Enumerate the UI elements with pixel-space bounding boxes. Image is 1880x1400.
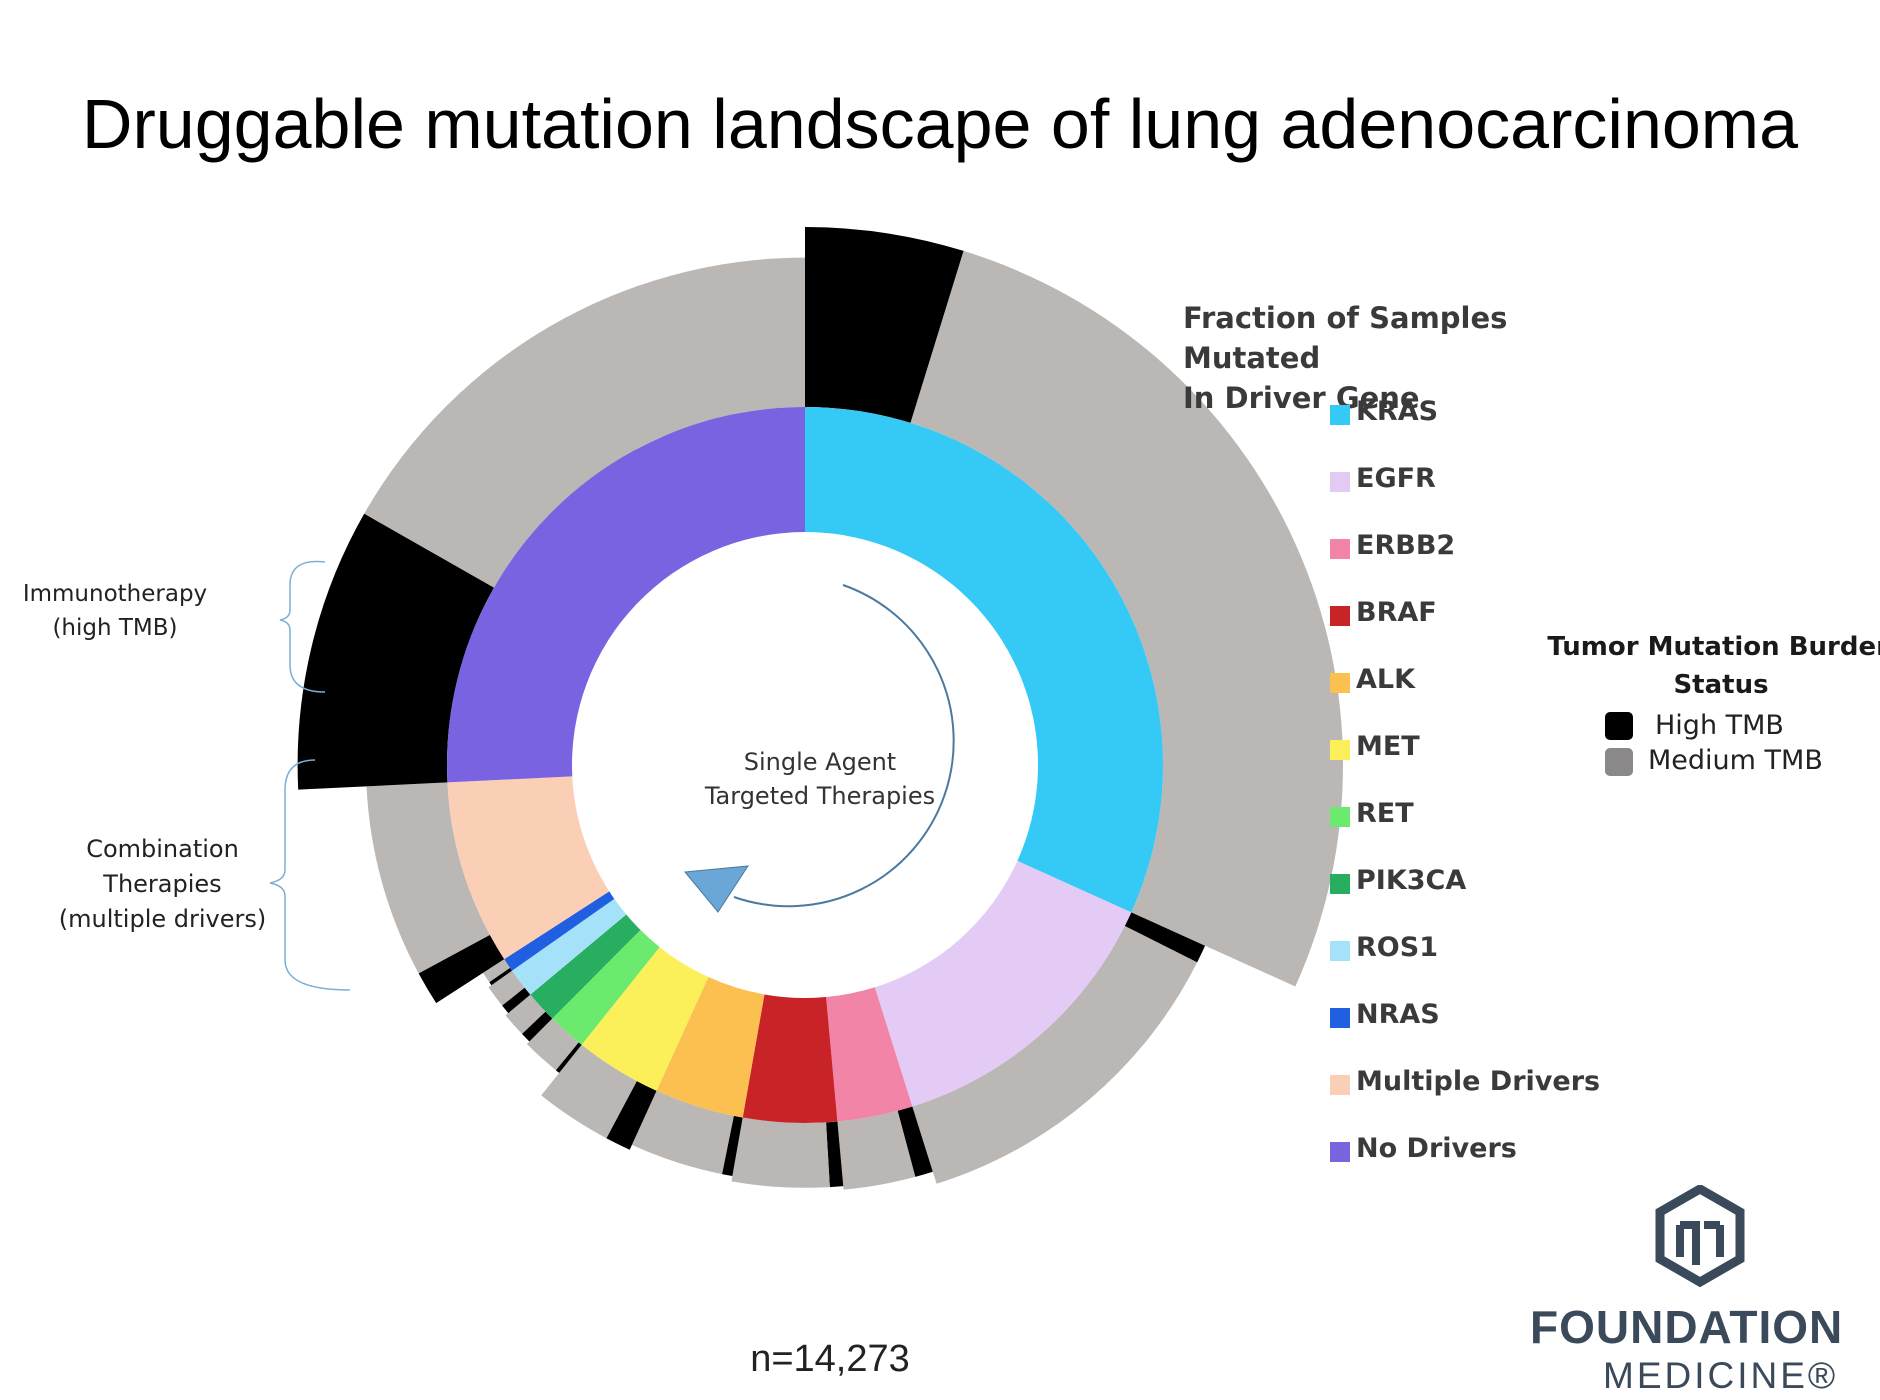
legend-label: ALK bbox=[1356, 664, 1416, 695]
sample-count: n=14,273 bbox=[750, 1338, 910, 1380]
legend-label: ROS1 bbox=[1356, 932, 1438, 963]
logo-text-medicine: MEDICINE® bbox=[1603, 1355, 1839, 1396]
outer-high-egfr bbox=[1124, 912, 1206, 963]
outer-medium-ros1 bbox=[488, 970, 525, 1006]
outer-medium-multiple-drivers bbox=[366, 782, 490, 974]
legend-swatch bbox=[1330, 740, 1350, 760]
outer-high-multiple-drivers bbox=[418, 934, 505, 1004]
outer-high-nras bbox=[489, 967, 513, 986]
outer-high-ret bbox=[555, 1042, 582, 1073]
inner-slice-braf bbox=[742, 994, 838, 1123]
center-arrow-icon bbox=[733, 584, 955, 908]
arrowhead-icon bbox=[684, 865, 749, 913]
tmb-title-line2: Status bbox=[1673, 670, 1769, 700]
legend-label: Multiple Drivers bbox=[1356, 1066, 1601, 1097]
legend-swatch bbox=[1330, 1142, 1350, 1162]
legend-swatch bbox=[1330, 673, 1350, 693]
outer-medium-ret bbox=[526, 1018, 579, 1071]
legend-title: Fraction of Samples Mutated In Driver Ge… bbox=[1183, 298, 1623, 418]
inner-slice-alk bbox=[656, 977, 765, 1118]
tmb-legend-title: Tumor Mutation Burden Status bbox=[1536, 628, 1880, 704]
legend-label: KRAS bbox=[1356, 396, 1439, 427]
outer-high-pik3ca bbox=[521, 1011, 553, 1042]
inner-slice-ros1 bbox=[512, 898, 627, 995]
inner-ring bbox=[447, 407, 1163, 1123]
inner-slice-egfr bbox=[874, 860, 1132, 1107]
outer-medium-kras bbox=[910, 250, 1344, 987]
inner-slice-nras bbox=[504, 891, 615, 971]
legend-swatch bbox=[1330, 1008, 1350, 1028]
legend-label: NRAS bbox=[1356, 999, 1440, 1030]
legend-label: RET bbox=[1356, 798, 1414, 829]
outer-medium-nras bbox=[483, 959, 511, 983]
legend-swatch bbox=[1330, 874, 1350, 894]
tmb-title-line1: Tumor Mutation Burden bbox=[1547, 632, 1880, 662]
tmb-swatch-medium bbox=[1605, 748, 1633, 776]
combination-line1: Combination bbox=[86, 835, 239, 863]
outer-high-kras bbox=[805, 227, 964, 423]
outer-medium-erbb2 bbox=[837, 1110, 916, 1190]
center-label: Single Agent Targeted Therapies bbox=[680, 745, 960, 813]
outer-high-met bbox=[606, 1081, 657, 1150]
legend-swatch bbox=[1330, 539, 1350, 559]
foundation-medicine-logo bbox=[1655, 1185, 1745, 1288]
outer-high-erbb2 bbox=[897, 1106, 933, 1177]
outer-high-ros1 bbox=[502, 987, 531, 1014]
outer-high-alk bbox=[722, 1115, 743, 1177]
outer-medium-braf bbox=[731, 1117, 830, 1188]
inner-slice-pik3ca bbox=[530, 914, 641, 1019]
legend-label: BRAF bbox=[1356, 597, 1437, 628]
logo-text-foundation: FOUNDATION bbox=[1530, 1301, 1844, 1353]
inner-slice-kras bbox=[805, 407, 1163, 913]
combination-line3: (multiple drivers) bbox=[58, 905, 267, 933]
legend-swatch bbox=[1330, 405, 1350, 425]
page-title: Druggable mutation landscape of lung ade… bbox=[81, 85, 1799, 163]
legend-title-line2: In Driver Gene bbox=[1183, 381, 1420, 415]
outer-medium-egfr bbox=[912, 925, 1198, 1184]
legend-label: No Drivers bbox=[1356, 1133, 1517, 1164]
legend-swatch bbox=[1330, 606, 1350, 626]
outer-high-braf bbox=[826, 1121, 844, 1188]
legend-swatch bbox=[1330, 1075, 1350, 1095]
combination-bracket bbox=[269, 759, 351, 991]
legend-swatch bbox=[1330, 807, 1350, 827]
outer-medium-met bbox=[541, 1044, 637, 1139]
outer-high-no-drivers bbox=[297, 513, 495, 790]
immunotherapy-line2: (high TMB) bbox=[52, 615, 178, 641]
immunotherapy-label: Immunotherapy (high TMB) bbox=[0, 577, 230, 645]
tmb-label-medium: Medium TMB bbox=[1648, 745, 1823, 776]
legend-swatch bbox=[1330, 472, 1350, 492]
legend-label: PIK3CA bbox=[1356, 865, 1467, 896]
tmb-swatch-high bbox=[1605, 712, 1633, 740]
legend-label: EGFR bbox=[1356, 463, 1436, 494]
inner-slice-erbb2 bbox=[826, 987, 913, 1122]
legend-label: MET bbox=[1356, 731, 1420, 762]
tmb-label-high: High TMB bbox=[1655, 710, 1784, 741]
outer-ring bbox=[297, 227, 1344, 1190]
outer-medium-no-drivers bbox=[364, 257, 805, 588]
legend-label: ERBB2 bbox=[1356, 530, 1456, 561]
inner-slice-no-drivers bbox=[447, 407, 805, 783]
immunotherapy-line1: Immunotherapy bbox=[22, 581, 208, 607]
inner-slice-ret bbox=[552, 930, 660, 1045]
center-label-line2: Targeted Therapies bbox=[704, 782, 936, 810]
legend-swatch bbox=[1330, 941, 1350, 961]
legend-title-line1: Fraction of Samples Mutated bbox=[1183, 301, 1508, 375]
combination-label: Combination Therapies (multiple drivers) bbox=[40, 832, 285, 937]
inner-slice-multiple-drivers bbox=[447, 776, 610, 960]
inner-slice-met bbox=[581, 947, 709, 1091]
outer-medium-pik3ca bbox=[505, 994, 546, 1034]
immunotherapy-bracket bbox=[279, 560, 326, 693]
center-label-line1: Single Agent bbox=[743, 748, 897, 776]
combination-line2: Therapies bbox=[103, 870, 222, 898]
outer-medium-alk bbox=[631, 1090, 734, 1175]
